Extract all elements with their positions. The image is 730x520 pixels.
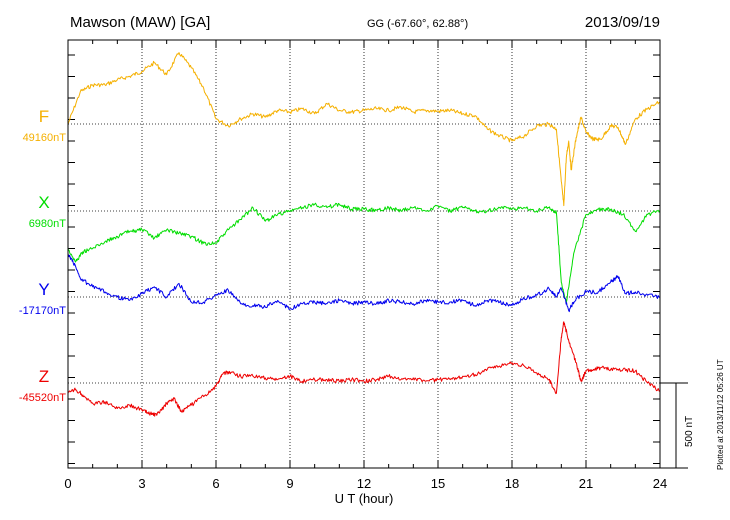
series-name-f: F [39, 107, 49, 126]
grid [68, 40, 660, 468]
scale-bar [660, 382, 688, 469]
scale-bar-label: 500 nT [684, 415, 695, 447]
x-tick-label: 0 [64, 476, 71, 491]
series-line-f [67, 52, 661, 207]
x-tick-label: 9 [286, 476, 293, 491]
series-baseline-z: -45520nT [19, 392, 66, 404]
x-tick-label: 18 [505, 476, 519, 491]
series-line-x [67, 202, 661, 304]
x-tick-labels: 0 3 6 9 12 15 18 21 24 [64, 476, 667, 491]
series-baseline-x: 6980nT [29, 218, 67, 230]
series-labels: F 49160nT X 6980nT Y -17170nT Z -45520nT [19, 107, 66, 404]
series-name-x: X [38, 193, 49, 212]
x-axis-label: U T (hour) [335, 491, 394, 506]
series-name-y: Y [38, 280, 49, 299]
series-line-z [67, 321, 661, 417]
series-baseline-f: 49160nT [23, 132, 67, 144]
plot-footer: Plotted at 2013/11/12 05:26 UT [716, 359, 725, 470]
series-baseline-y: -17170nT [19, 305, 66, 317]
chart-title: Mawson (MAW) [GA] [70, 14, 210, 31]
x-tick-label: 3 [138, 476, 145, 491]
x-tick-label: 12 [357, 476, 371, 491]
series-lines [67, 52, 661, 417]
series-line-y [67, 254, 661, 313]
axis-ticks [67, 40, 661, 468]
series-name-z: Z [39, 367, 49, 386]
x-tick-label: 15 [431, 476, 445, 491]
x-tick-label: 24 [653, 476, 667, 491]
plot-frame [67, 39, 661, 469]
x-tick-label: 6 [212, 476, 219, 491]
x-tick-label: 21 [579, 476, 593, 491]
station-coords: GG (-67.60°, 62.88°) [367, 18, 468, 30]
chart-date: 2013/09/19 [585, 14, 660, 31]
